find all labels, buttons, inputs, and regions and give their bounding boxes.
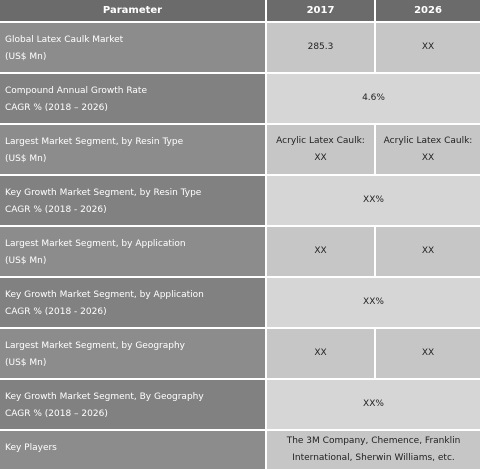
value-cell: Acrylic Latex Caulk: XX bbox=[376, 125, 480, 174]
cell-text: 285.3 bbox=[307, 42, 334, 52]
cell-text: XX bbox=[421, 42, 435, 52]
cell-text: XX% bbox=[363, 195, 384, 205]
cell-text: The 3M Company, Chemence, Franklin bbox=[286, 436, 461, 446]
cell-text: (US$ Mn) bbox=[5, 358, 47, 368]
parameter-cell: Largest Market Segment, by Application (U… bbox=[0, 227, 265, 276]
cell-text: CAGR % (2018 - 2026) bbox=[5, 205, 107, 215]
cell-text: XX bbox=[314, 152, 327, 163]
cell-text: XX% bbox=[363, 399, 384, 409]
value-cell: XX% bbox=[267, 176, 480, 225]
header-cell: Parameter bbox=[0, 0, 265, 21]
value-cell: XX bbox=[376, 23, 480, 72]
parameter-cell: Largest Market Segment, by Resin Type (US… bbox=[0, 125, 265, 174]
cell-text: (US$ Mn) bbox=[5, 154, 47, 164]
parameter-cell: Key Growth Market Segment, by Resin Type… bbox=[0, 176, 265, 225]
value-cell: XX bbox=[376, 227, 480, 276]
parameter-cell: Key Players bbox=[0, 431, 265, 469]
cell-text: CAGR % (2018 – 2026) bbox=[5, 409, 108, 419]
cell-text: Acrylic Latex Caulk: bbox=[276, 135, 365, 146]
cell-text: XX% bbox=[363, 297, 384, 307]
parameter-cell: Global Latex Caulk Market (US$ Mn) bbox=[0, 23, 265, 72]
cell-text: Key Growth Market Segment, By Geography bbox=[5, 392, 204, 402]
value-cell: XX% bbox=[267, 278, 480, 327]
value-cell: XX% bbox=[267, 380, 480, 429]
value-cell: XX bbox=[376, 329, 480, 378]
cell-text: XX bbox=[421, 246, 435, 256]
value-cell: 285.3 bbox=[267, 23, 374, 72]
cell-text: Key Growth Market Segment, by Applicatio… bbox=[5, 290, 204, 300]
header-cell: 2017 bbox=[267, 0, 374, 21]
cell-text: Compound Annual Growth Rate bbox=[5, 86, 147, 96]
cell-text: Acrylic Latex Caulk: bbox=[383, 135, 473, 146]
parameter-cell: Largest Market Segment, by Geography (US$… bbox=[0, 329, 265, 378]
value-cell: XX bbox=[267, 227, 374, 276]
cell-text: 4.6% bbox=[362, 93, 385, 103]
parameter-cell: Compound Annual Growth Rate CAGR % (2018 … bbox=[0, 74, 265, 123]
parameter-cell: Key Growth Market Segment, By Geography C… bbox=[0, 380, 265, 429]
cell-text: Largest Market Segment, by Geography bbox=[5, 341, 186, 351]
cell-text: (US$ Mn) bbox=[5, 256, 47, 266]
value-cell: Acrylic Latex Caulk: XX bbox=[267, 125, 374, 174]
cell-text: International, Sherwin Williams, etc. bbox=[292, 453, 455, 463]
cell-text: Largest Market Segment, by Application bbox=[5, 239, 186, 249]
cell-text: XX bbox=[421, 348, 435, 358]
value-cell: XX bbox=[267, 329, 374, 378]
value-cell: The 3M Company, Chemence, Franklin Intern… bbox=[267, 431, 480, 469]
header-cell: 2026 bbox=[376, 0, 480, 21]
cell-text: 2017 bbox=[306, 5, 335, 16]
cell-text: CAGR % (2018 – 2026) bbox=[5, 103, 108, 113]
cell-text: Largest Market Segment, by Resin Type bbox=[5, 137, 184, 147]
cell-text: Global Latex Caulk Market bbox=[5, 35, 124, 45]
cell-text: XX bbox=[314, 348, 327, 358]
cell-text: (US$ Mn) bbox=[5, 52, 47, 62]
cell-text: XX bbox=[421, 152, 435, 163]
cell-text: 2026 bbox=[414, 5, 442, 16]
cell-text: Parameter bbox=[102, 5, 163, 16]
cell-text: Key Players bbox=[5, 443, 57, 453]
cell-text: Key Growth Market Segment, by Resin Type bbox=[5, 188, 202, 198]
cell-text: XX bbox=[314, 246, 327, 256]
value-cell: 4.6% bbox=[267, 74, 480, 123]
cell-text: CAGR % (2018 - 2026) bbox=[5, 307, 107, 317]
parameter-cell: Key Growth Market Segment, by Applicatio… bbox=[0, 278, 265, 327]
